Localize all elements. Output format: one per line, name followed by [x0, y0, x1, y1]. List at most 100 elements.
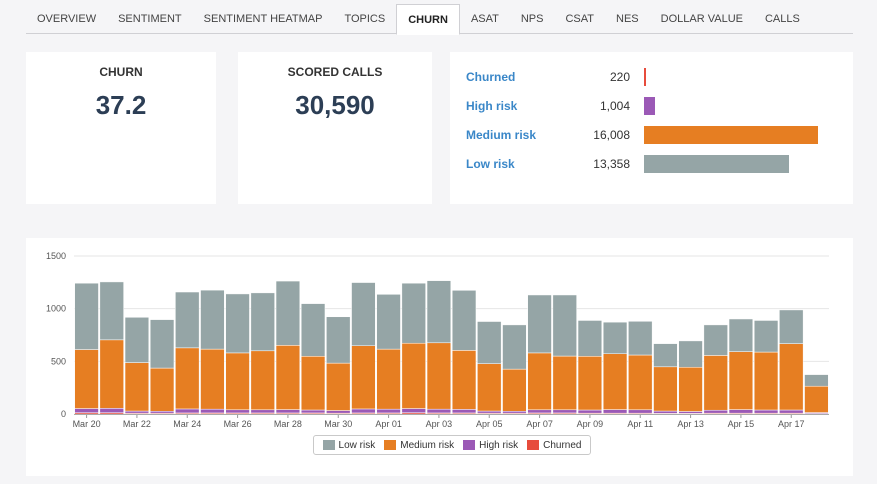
- legend-item-high-risk[interactable]: High risk: [463, 440, 518, 451]
- tab-dollar-value[interactable]: DOLLAR VALUE: [660, 13, 743, 25]
- bar-segment-high-risk: [124, 410, 150, 414]
- risk-label-high[interactable]: High risk: [466, 99, 518, 113]
- legend-item-low-risk[interactable]: Low risk: [322, 439, 376, 451]
- bar-segment-medium-risk: [602, 353, 628, 410]
- bar-segment-medium-risk: [451, 350, 477, 410]
- bar-segment-medium-risk: [99, 339, 124, 409]
- x-tick-label: Apr 13: [677, 419, 704, 429]
- bar-segment-low-risk: [753, 320, 779, 353]
- x-tick-label: Apr 07: [526, 419, 553, 429]
- risk-label-churned[interactable]: Churned: [466, 70, 516, 84]
- risk-breakdown-card: Churned 220 High risk 1,004 Medium risk …: [450, 52, 853, 204]
- bar-segment-medium-risk: [250, 350, 275, 411]
- bar-segment-low-risk: [477, 321, 502, 364]
- bar-segment-medium-risk: [552, 355, 577, 411]
- bar-segment-medium-risk: [225, 352, 250, 411]
- tab-csat[interactable]: CSAT: [565, 13, 595, 25]
- tab-sentiment[interactable]: SENTIMENT: [118, 13, 182, 25]
- bar-segment-medium-risk: [175, 347, 200, 410]
- bar-segment-high-risk: [426, 408, 452, 414]
- bar-segment-low-risk: [74, 282, 99, 350]
- bar-segment-low-risk: [426, 280, 452, 344]
- bar-segment-medium-risk: [703, 355, 728, 411]
- churn-trend-chart-card: 0 500 1000 1500 Mar 20 Mar 22 Mar 24 Mar 26 Mar …: [26, 238, 853, 476]
- x-tick-label: Apr 03: [426, 419, 453, 429]
- bar-segment-low-risk: [552, 294, 577, 357]
- tab-asat[interactable]: ASAT: [470, 13, 499, 25]
- bar-segment-high-risk: [577, 409, 603, 414]
- bar-segment-low-risk: [527, 294, 552, 354]
- bar-segment-low-risk: [200, 289, 225, 350]
- bar-segment-medium-risk: [376, 348, 401, 410]
- bar-segment-medium-risk: [753, 351, 779, 411]
- legend-label: Medium risk: [400, 439, 455, 451]
- y-tick-label: 0: [61, 409, 66, 419]
- tab-churn[interactable]: CHURN: [396, 4, 460, 35]
- legend-label: High risk: [479, 439, 519, 451]
- risk-bar-churned: [644, 68, 647, 86]
- risk-value-medium: 16,008: [593, 128, 630, 142]
- tab-calls[interactable]: CALLS: [764, 13, 800, 25]
- chart-legend: Low risk Medium risk High risk Churned: [313, 435, 591, 455]
- x-tick-label: Apr 05: [476, 419, 503, 429]
- legend-item-medium-risk[interactable]: Medium risk: [384, 440, 454, 451]
- tab-bar: OVERVIEW SENTIMENT SENTIMENT HEATMAP TOPICS…: [26, 4, 853, 35]
- legend-item-churned[interactable]: Churned: [527, 440, 581, 451]
- bar-segment-high-risk: [602, 409, 628, 414]
- bar-segment-low-risk: [401, 282, 426, 344]
- churn-kpi-title: CHURN: [99, 65, 143, 79]
- tab-sentiment-heatmap[interactable]: SENTIMENT HEATMAP: [203, 13, 323, 25]
- risk-row-low: Low risk 13,358: [466, 154, 836, 174]
- bar-segment-low-risk: [250, 292, 275, 352]
- bar-segment-high-risk: [753, 409, 779, 414]
- x-tick-label: Mar 20: [73, 419, 101, 429]
- bar-segment-high-risk: [200, 408, 225, 414]
- bar-segment-low-risk: [326, 316, 351, 364]
- bar-segment-high-risk: [326, 410, 351, 414]
- x-tick-label: Apr 15: [728, 419, 755, 429]
- legend-label: Low risk: [338, 439, 376, 451]
- risk-bar-high: [644, 97, 655, 115]
- risk-row-high: High risk 1,004: [466, 96, 836, 116]
- bar-segment-medium-risk: [527, 352, 552, 411]
- tab-topics[interactable]: TOPICS: [344, 13, 386, 25]
- bar-segment-low-risk: [225, 293, 250, 354]
- bar-segment-high-risk: [275, 409, 301, 414]
- risk-value-churned: 220: [609, 70, 630, 84]
- risk-label-low[interactable]: Low risk: [466, 157, 515, 171]
- bar-segment-medium-risk: [477, 363, 502, 412]
- legend-swatch: [322, 440, 335, 450]
- y-tick-label: 1500: [46, 251, 66, 261]
- x-tick-label: Apr 17: [778, 419, 805, 429]
- tab-nps[interactable]: NPS: [520, 13, 544, 25]
- x-tick-label: Mar 30: [324, 419, 352, 429]
- bar-segment-medium-risk: [401, 342, 426, 409]
- bar-segment-low-risk: [703, 324, 728, 356]
- tab-overview[interactable]: OVERVIEW: [37, 13, 97, 25]
- bar-segment-high-risk: [351, 408, 376, 414]
- bar-segment-high-risk: [678, 411, 703, 414]
- churn-kpi-value: 37.2: [95, 90, 147, 120]
- bar-segment-low-risk: [678, 340, 703, 368]
- bar-segment-high-risk: [653, 410, 678, 414]
- x-tick-label: Apr 09: [577, 419, 604, 429]
- bar-segment-low-risk: [653, 343, 678, 368]
- bar-segment-low-risk: [376, 294, 401, 350]
- bar-segment-high-risk: [728, 409, 754, 414]
- bar-segment-low-risk: [804, 374, 829, 387]
- churn-trend-chart: 0 500 1000 1500 Mar 20 Mar 22 Mar 24 Mar 26 Mar …: [46, 251, 829, 429]
- bar-segment-high-risk: [401, 408, 426, 413]
- x-tick-label: Apr 01: [375, 419, 402, 429]
- bar-segment-low-risk: [275, 280, 301, 346]
- bar-segment-low-risk: [300, 303, 326, 357]
- scored-calls-kpi-title: SCORED CALLS: [287, 65, 383, 79]
- churn-kpi-card: CHURN 37.2: [26, 52, 216, 204]
- bar-segment-high-risk: [74, 408, 99, 413]
- bar-segment-medium-risk: [804, 385, 829, 413]
- risk-label-medium[interactable]: Medium risk: [466, 128, 537, 142]
- y-tick-label: 1000: [46, 304, 66, 314]
- tab-nes[interactable]: NES: [616, 13, 639, 25]
- risk-value-low: 13,358: [593, 157, 630, 171]
- bar-segment-medium-risk: [275, 345, 301, 410]
- bar-segment-high-risk: [779, 409, 804, 414]
